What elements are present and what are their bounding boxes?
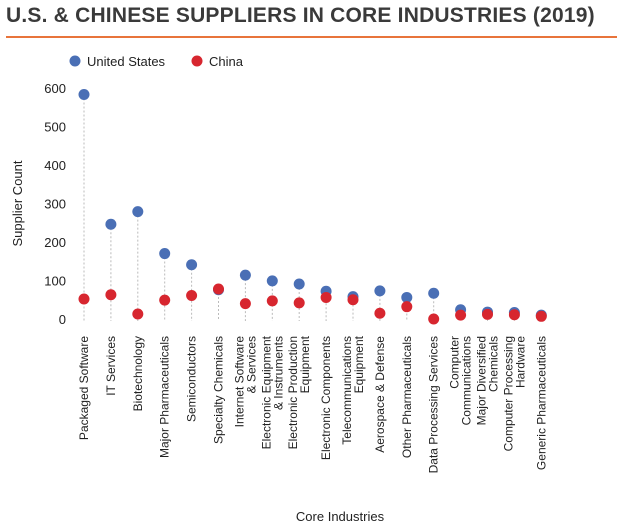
x-tick-label: Internet Software& Services [232,336,258,428]
china-point [105,289,117,301]
us-point [239,269,251,281]
legend-us-marker [69,55,81,67]
x-tick-label: Data Processing Services [427,336,441,473]
y-tick-label: 0 [59,312,66,327]
x-tick-label: Electronic Equipment& Instruments [259,335,285,449]
china-point [455,309,467,321]
x-tick-label: IT Services [104,336,118,396]
china-point [347,294,359,306]
us-point [186,259,198,271]
x-tick-label: Computer ProcessingHardware [501,336,527,452]
x-tick-label: Semiconductors [185,336,199,422]
x-tick-label: Biotechnology [131,336,145,411]
china-point [320,291,332,303]
china-point [132,308,144,320]
us-point [78,89,90,101]
china-point [508,309,520,321]
x-tick-label: Generic Pharmaceuticals [534,336,548,470]
china-point [186,290,198,302]
us-point [159,248,171,260]
china-point [266,295,278,307]
x-axis-label: Core Industries [296,509,385,524]
y-tick-label: 400 [44,158,66,173]
china-point [213,283,224,295]
us-point [293,278,305,290]
us-point [132,206,144,218]
y-axis-label: Supplier Count [10,160,25,246]
x-tick-label: Other Pharmaceuticals [400,336,414,458]
x-tick-label: Specialty Chemicals [212,336,226,444]
us-point [266,275,278,287]
china-point [159,294,171,306]
x-tick-label: TelecommunicationsEquipment [340,335,366,444]
y-tick-label: 100 [44,274,66,289]
y-tick-label: 500 [44,120,66,135]
x-tick-label: Major Pharmaceuticals [158,336,172,458]
legend-us-label: United States [87,54,166,69]
chart-title: U.S. & CHINESE SUPPLIERS IN CORE INDUSTR… [6,4,595,27]
x-tick-label: Electronic Components [319,336,333,460]
legend-china-marker [191,55,203,67]
us-point [105,218,117,230]
china-point [293,297,305,309]
y-tick-label: 300 [44,197,66,212]
title-underline [6,36,617,38]
x-tick-label: ComputerCommunications [448,336,474,425]
china-point [374,307,386,319]
x-tick-label: Aerospace & Defense [373,336,387,453]
china-point [428,313,440,325]
us-point [374,285,386,297]
china-point [401,301,413,313]
y-tick-label: 200 [44,235,66,250]
china-point [535,310,547,322]
x-tick-label: Packaged Software [77,336,91,440]
china-point [482,308,493,320]
us-point [401,291,413,303]
x-tick-label: Electronic ProductionEquipment [286,335,312,449]
y-tick-label: 600 [44,81,66,96]
china-point [78,293,90,305]
china-point [239,298,251,310]
us-point [428,287,440,299]
legend-china-label: China [209,54,244,69]
x-tick-label: Major DiversifiedChemicals [475,336,501,425]
